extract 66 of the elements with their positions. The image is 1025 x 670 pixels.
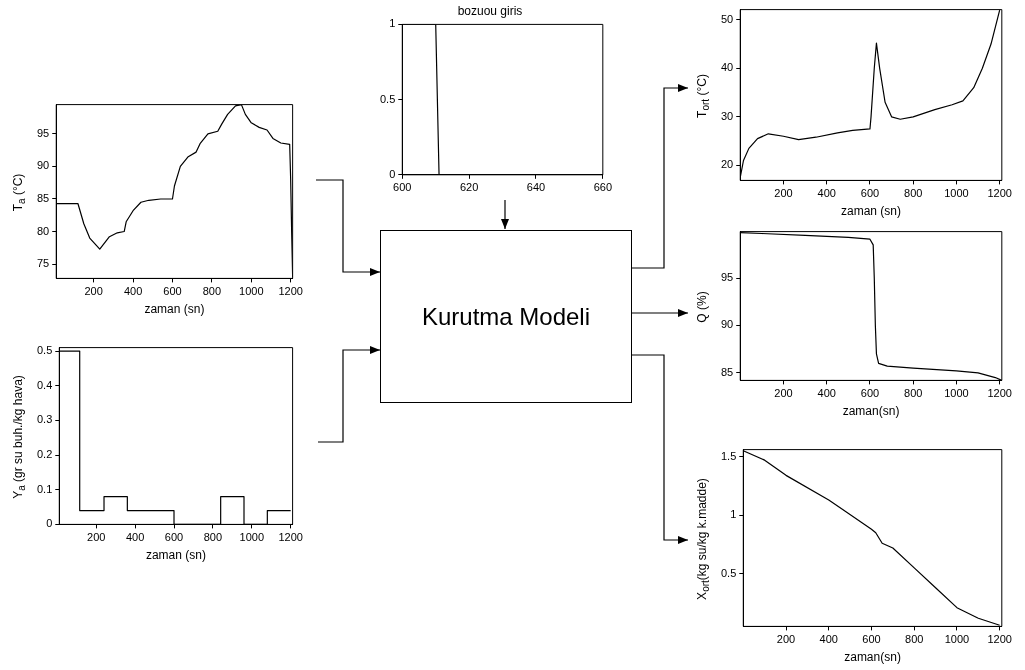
- x-tick-label: 600: [163, 285, 182, 298]
- x-tick-label: 600: [860, 187, 880, 200]
- x-tick-label: 200: [84, 285, 103, 298]
- text: Kurutma Modeli: [380, 230, 632, 403]
- x-tick-label: 1000: [239, 285, 264, 298]
- y-tick-label: 90: [720, 318, 734, 331]
- x-tick-label: 1000: [944, 387, 969, 400]
- x-tick-label: 200: [87, 531, 106, 544]
- x-tick-label: 640: [526, 181, 546, 194]
- y-tick-label: 40: [720, 61, 734, 74]
- x-tick-label: 400: [817, 187, 836, 200]
- y-tick-label: 1: [730, 508, 737, 521]
- x-axis-title: zaman(sn): [842, 404, 900, 419]
- y-tick-label: 95: [720, 271, 734, 284]
- x-tick-label: 1000: [239, 531, 265, 544]
- x-tick-label: 1000: [944, 633, 970, 646]
- x-axis-title: zaman (sn): [841, 204, 902, 219]
- x-tick-label: 600: [862, 633, 881, 646]
- y-tick-label: 30: [720, 109, 734, 122]
- y-tick-label: 90: [36, 159, 50, 172]
- x-tick-label: 600: [860, 387, 880, 400]
- y-tick-label: 75: [36, 257, 50, 270]
- x-tick-label: 800: [203, 531, 223, 544]
- y-axis-title: Q (%): [694, 290, 710, 325]
- y-tick-label: 0.5: [36, 344, 53, 357]
- x-axis-title: zaman(sn): [844, 650, 901, 665]
- y-tick-label: 0.4: [36, 378, 53, 391]
- x-tick-label: 1200: [278, 285, 303, 298]
- y-tick-label: 0.5: [379, 92, 396, 105]
- x-tick-label: 660: [593, 181, 612, 194]
- x-tick-label: 1200: [987, 633, 1012, 646]
- x-tick-label: 1200: [987, 187, 1012, 200]
- x-tick-label: 400: [817, 387, 836, 400]
- x-tick-label: 1200: [278, 531, 303, 544]
- x-tick-label: 800: [904, 187, 923, 200]
- x-tick-label: 620: [459, 181, 479, 194]
- x-axis-title: zaman (sn): [144, 302, 205, 317]
- y-tick-label: 1: [389, 17, 396, 30]
- y-tick-label: 50: [720, 12, 734, 25]
- y-tick-label: 85: [36, 192, 50, 205]
- y-tick-label: 0.2: [36, 448, 53, 461]
- chart-title: bozuou giris: [457, 3, 523, 18]
- x-tick-label: 600: [393, 181, 412, 194]
- y-tick-label: 85: [720, 365, 734, 378]
- y-tick-label: 0.3: [36, 413, 53, 426]
- y-tick-label: 1.5: [720, 449, 737, 462]
- x-tick-label: 800: [202, 285, 222, 298]
- x-axis-title: zaman (sn): [145, 548, 206, 563]
- y-tick-label: 0: [46, 517, 53, 530]
- y-tick-label: 80: [36, 224, 50, 237]
- x-tick-label: 1000: [944, 187, 969, 200]
- y-tick-label: 0: [389, 167, 396, 180]
- y-tick-label: 0.5: [720, 566, 737, 579]
- x-tick-label: 800: [904, 387, 923, 400]
- x-tick-label: 1200: [987, 387, 1012, 400]
- x-tick-label: 200: [774, 387, 793, 400]
- y-tick-label: 20: [720, 158, 734, 171]
- y-tick-label: 0.1: [36, 482, 53, 495]
- x-tick-label: 600: [164, 531, 184, 544]
- x-tick-label: 400: [123, 285, 143, 298]
- y-tick-label: 95: [36, 126, 50, 139]
- x-tick-label: 800: [905, 633, 924, 646]
- x-tick-label: 400: [819, 633, 838, 646]
- x-tick-label: 200: [774, 187, 793, 200]
- x-tick-label: 400: [125, 531, 145, 544]
- x-tick-label: 200: [776, 633, 796, 646]
